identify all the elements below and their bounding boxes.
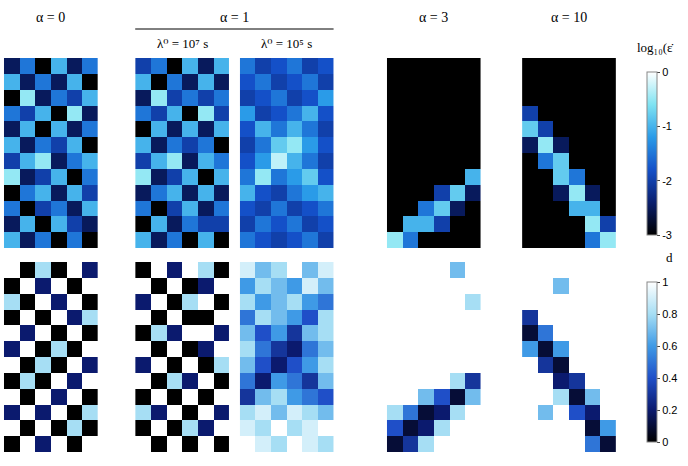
- svg-text:1: 1: [662, 276, 668, 288]
- svg-text:α = 1: α = 1: [220, 10, 249, 25]
- svg-text:0.4: 0.4: [662, 372, 677, 384]
- svg-text:0.8: 0.8: [662, 308, 677, 320]
- svg-text:log₁₀(ε̇: log₁₀(ε̇: [637, 40, 673, 55]
- svg-text:α = 0: α = 0: [36, 10, 65, 25]
- svg-text:0: 0: [662, 66, 668, 78]
- svg-text:λ⁰ = 10⁵ s: λ⁰ = 10⁵ s: [261, 36, 312, 51]
- svg-text:0.2: 0.2: [662, 404, 677, 416]
- svg-text:d: d: [666, 250, 673, 265]
- svg-text:-1: -1: [662, 120, 672, 132]
- svg-text:-3: -3: [662, 229, 672, 241]
- svg-text:α = 10: α = 10: [551, 10, 587, 25]
- svg-text:-2: -2: [662, 175, 672, 187]
- svg-text:α = 3: α = 3: [419, 10, 448, 25]
- svg-text:λ⁰ = 10⁷ s: λ⁰ = 10⁷ s: [157, 36, 208, 51]
- svg-text:0: 0: [662, 436, 668, 448]
- svg-text:0.6: 0.6: [662, 340, 677, 352]
